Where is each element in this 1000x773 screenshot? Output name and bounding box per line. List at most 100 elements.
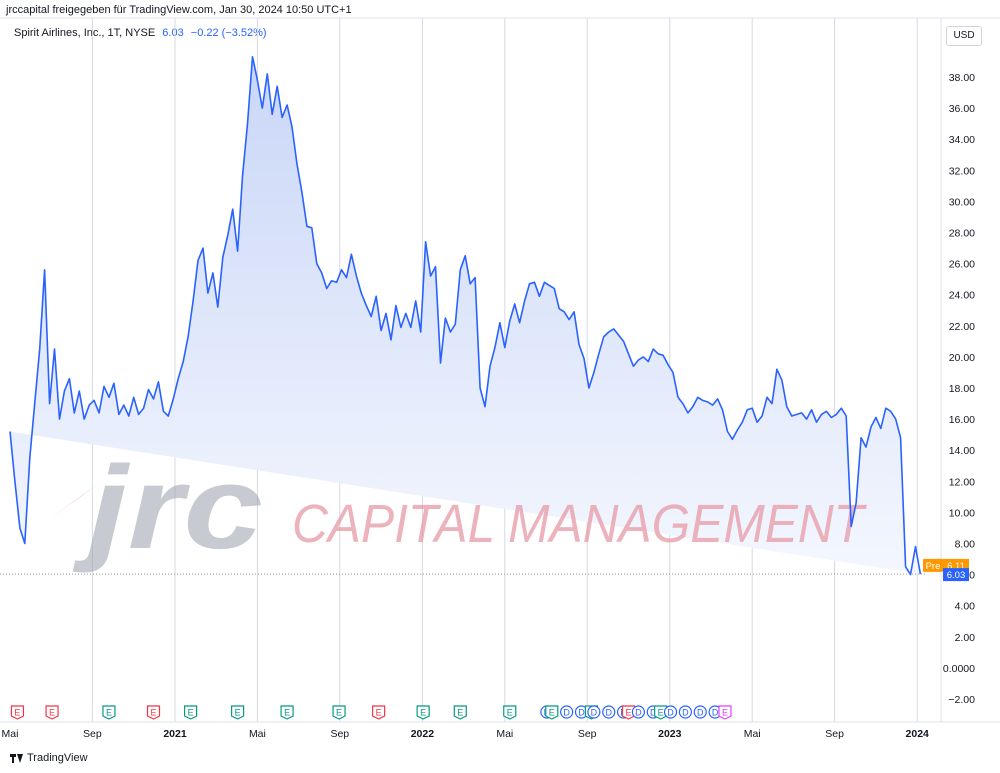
dividend-marker-circle <box>560 705 574 719</box>
time-axis-label: 2023 <box>658 728 682 740</box>
earnings-marker-shape <box>718 705 732 720</box>
earnings-marker[interactable]: E <box>718 705 732 720</box>
dividend-marker-circle <box>678 705 693 719</box>
watermark-red-arrow <box>50 485 97 518</box>
price-axis-tick-label: 36.00 <box>949 103 975 115</box>
dividend-marker[interactable]: D <box>693 705 707 719</box>
earnings-marker[interactable]: E <box>184 705 198 720</box>
earnings-marker-shape <box>416 705 430 720</box>
time-axis-label: Mai <box>744 728 761 740</box>
price-axis-tick-label: 34.00 <box>949 134 975 146</box>
dividend-marker[interactable]: D <box>587 705 601 719</box>
premarket-badge-label: Pre <box>926 561 941 572</box>
earnings-marker[interactable]: E <box>332 705 346 720</box>
earnings-marker-shape <box>184 705 198 720</box>
event-marker-letter: E <box>457 708 463 718</box>
earnings-marker-shape <box>545 705 559 720</box>
earnings-marker[interactable]: E <box>280 705 294 720</box>
event-marker-letter: D <box>697 708 704 718</box>
earnings-marker[interactable]: E <box>102 705 116 720</box>
earnings-marker[interactable]: E <box>231 705 245 720</box>
earnings-marker[interactable]: E <box>45 705 59 720</box>
time-axis-label: Mai <box>2 728 19 740</box>
event-marker-letter: E <box>549 708 555 718</box>
tradingview-logo[interactable]: TradingView <box>10 752 88 764</box>
premarket-value-label: 6.11 <box>947 561 965 572</box>
symbol-legend[interactable]: Spirit Airlines, Inc., 1T, NYSE 6.03 −0.… <box>14 27 267 39</box>
event-marker-letter: E <box>106 708 112 718</box>
earnings-marker[interactable]: E <box>545 705 559 720</box>
earnings-marker-shape <box>45 705 59 720</box>
time-axis-label: Sep <box>825 728 844 740</box>
earnings-marker[interactable]: E <box>146 705 161 720</box>
event-marker-letter: D <box>682 708 689 718</box>
dividend-marker-circle <box>693 705 707 719</box>
event-marker-letter: E <box>625 708 631 718</box>
dividend-marker[interactable]: D <box>631 705 645 719</box>
earnings-marker-shape <box>503 705 517 720</box>
price-axis-tick-label: 18.00 <box>949 383 975 395</box>
dividend-marker-circle <box>602 705 616 719</box>
price-axis-tick-label: 14.00 <box>949 445 975 457</box>
dividend-marker[interactable]: D <box>560 705 574 719</box>
price-axis-tick-label: 20.00 <box>949 352 975 364</box>
earnings-marker[interactable]: E <box>621 705 636 720</box>
premarket-badge-tag <box>923 558 943 572</box>
last-price-badge: 6.03 <box>943 568 969 582</box>
dividend-marker[interactable]: D <box>678 705 693 719</box>
earnings-marker-shape <box>280 705 294 720</box>
share-caption: jrccapital freigegeben für TradingView.c… <box>6 4 352 16</box>
event-marker-letter: E <box>150 708 156 718</box>
currency-button[interactable]: USD <box>946 26 982 46</box>
earnings-marker[interactable]: E <box>503 705 517 720</box>
event-marker-letter: E <box>420 708 426 718</box>
earnings-marker-shape <box>102 705 116 720</box>
earnings-marker-shape <box>231 705 245 720</box>
event-marker-letter: E <box>49 708 55 718</box>
time-axis-label: Sep <box>578 728 597 740</box>
event-marker-letter: D <box>605 708 612 718</box>
price-axis-tick-label: 38.00 <box>949 72 975 84</box>
tradingview-brand: TradingView <box>27 752 88 764</box>
time-axis-label: 2022 <box>411 728 435 740</box>
price-axis-tick-label: 8.00 <box>955 539 976 551</box>
event-marker-letter: E <box>722 708 728 718</box>
dividend-marker[interactable]: D <box>663 705 678 719</box>
price-axis-tick-label: 10.00 <box>949 507 975 519</box>
event-marker-letter: D <box>667 708 674 718</box>
event-marker-letter: E <box>376 708 382 718</box>
event-marker-letter: E <box>658 708 664 718</box>
event-marker-letter: E <box>235 708 241 718</box>
watermark-tagline: CAPITAL MANAGEMENT <box>292 494 868 554</box>
dividend-marker-circle <box>587 705 601 719</box>
watermark: jrc CAPITAL MANAGEMENT <box>50 442 868 574</box>
event-marker-letter: E <box>14 708 20 718</box>
dividend-marker-circle <box>663 705 678 719</box>
price-axis-tick-label: 16.00 <box>949 414 975 426</box>
last-price-badge-label: 6.03 <box>947 570 966 581</box>
last-price: 6.03 <box>162 27 184 39</box>
price-area-fill <box>10 56 921 575</box>
event-marker-letter: D <box>635 708 642 718</box>
earnings-marker[interactable]: E <box>654 705 668 720</box>
earnings-marker[interactable]: E <box>416 705 430 720</box>
dividend-marker[interactable]: D <box>602 705 616 719</box>
earnings-marker[interactable]: E <box>372 705 386 720</box>
price-line <box>9 56 922 576</box>
price-axis-tick-label: 0.0000 <box>943 663 975 675</box>
earnings-marker[interactable]: E <box>10 705 25 720</box>
event-marker-letter: D <box>712 708 719 718</box>
earnings-marker-shape <box>372 705 386 720</box>
event-marker-letter: E <box>507 708 513 718</box>
price-axis-tick-label: 12.00 <box>949 476 975 488</box>
price-axis-tick-label: 2.00 <box>955 632 976 644</box>
time-axis-label: 2024 <box>906 728 930 740</box>
event-marker-letter: D <box>650 708 657 718</box>
event-marker-letter: D <box>591 708 598 718</box>
price-axis-tick-label: 28.00 <box>949 228 975 240</box>
earnings-marker[interactable]: E <box>453 705 467 720</box>
time-axis-label: Sep <box>330 728 349 740</box>
time-axis-label: Sep <box>83 728 102 740</box>
last-price-badge-box <box>943 568 969 582</box>
